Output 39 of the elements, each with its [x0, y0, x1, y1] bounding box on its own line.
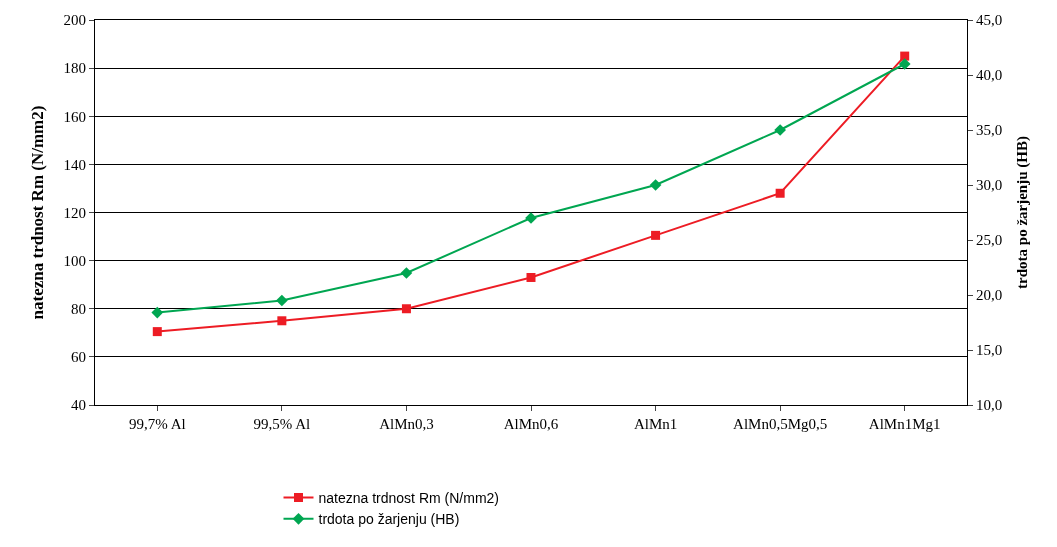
y2-tick-label: 35,0 — [976, 122, 1003, 139]
x-tick-label: AlMn1 — [633, 416, 678, 432]
point — [400, 267, 413, 279]
y-tick-label: 100 — [63, 252, 86, 269]
y-tick-label: 160 — [63, 108, 86, 125]
point — [401, 304, 411, 314]
point — [651, 230, 661, 240]
point — [649, 179, 662, 191]
x-tick-label: AlMn0,3 — [379, 416, 434, 432]
y-axis-title: natezna trdnost Rm (N/mm2) — [28, 105, 48, 320]
y-tick-label: 180 — [63, 60, 86, 77]
y2-tick-label: 30,0 — [976, 177, 1003, 194]
y2-axis-title: trdota po žarjenju (HB) — [1014, 136, 1032, 289]
y2-tick-label: 15,0 — [976, 342, 1003, 359]
legend-label: trdota po žarjenju (HB) — [318, 511, 460, 528]
x-tick-label: AlMn0,6 — [503, 416, 559, 432]
y-tick-label: 140 — [63, 156, 86, 173]
y2-tick-label: 40,0 — [976, 67, 1003, 84]
y-tick-label: 200 — [63, 12, 86, 29]
point — [151, 306, 164, 319]
y2-tick-label: 20,0 — [976, 287, 1003, 304]
x-tick-label: AlMn0,5Mg0,5 — [733, 416, 828, 432]
y-tick-label: 40 — [71, 397, 86, 414]
y-tick-label: 120 — [63, 204, 86, 221]
legend-label: natezna trdnost Rm (N/mm2) — [318, 490, 499, 507]
point — [277, 316, 287, 326]
point — [152, 327, 162, 337]
point — [898, 58, 911, 70]
y-tick-label: 80 — [71, 301, 86, 317]
x-tick-label: AlMn1Mg1 — [868, 416, 941, 432]
y2-tick-label: 10,0 — [976, 397, 1003, 414]
point — [526, 272, 536, 282]
point — [276, 294, 288, 307]
y2-tick-label: 45,0 — [976, 12, 1003, 29]
x-tick-label: 99,5% Al — [253, 416, 311, 432]
point — [775, 188, 785, 198]
y2-tick-label: 25,0 — [976, 232, 1003, 249]
x-tick-label: 99,7% Al — [128, 416, 186, 432]
y-tick-label: 60 — [71, 349, 86, 366]
